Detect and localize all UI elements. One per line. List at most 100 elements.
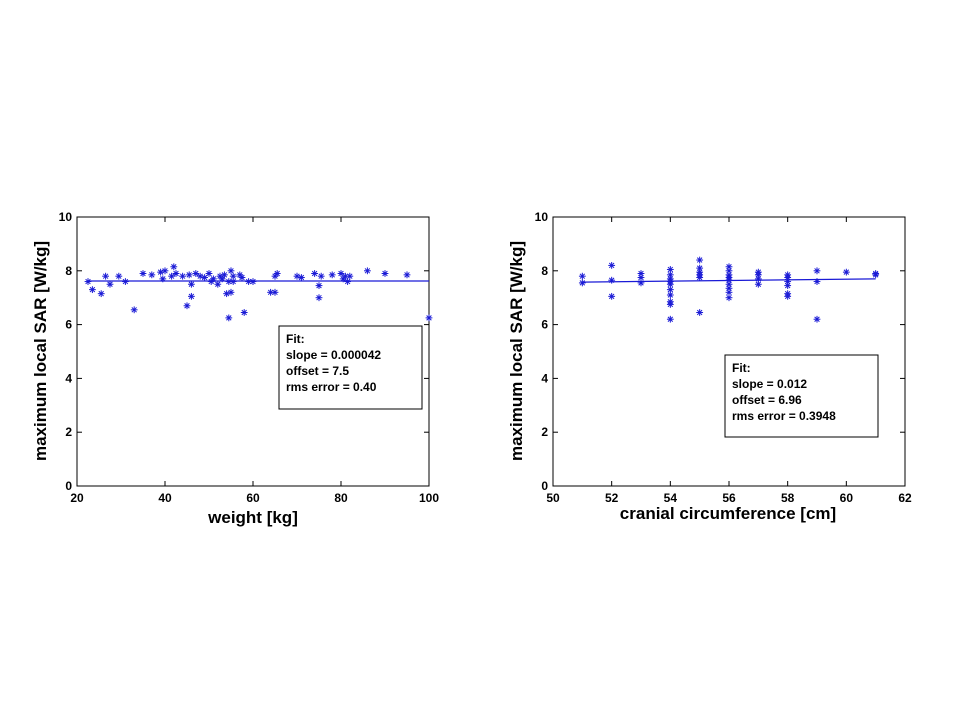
left-data-point — [130, 306, 138, 314]
right-x-tick-label: 62 — [898, 491, 912, 505]
left-data-point — [170, 263, 178, 271]
right-data-point — [637, 274, 645, 281]
right-x-tick-label: 60 — [840, 491, 854, 505]
right-data-point — [813, 278, 821, 285]
right-data-point — [578, 279, 586, 287]
left-y-tick-label: 10 — [59, 210, 73, 224]
right-y-tick-label: 8 — [541, 264, 548, 278]
left-fit-slope: slope = 0.000042 — [286, 348, 381, 362]
right-data-point — [725, 267, 733, 275]
left-data-point — [227, 267, 235, 275]
left-y-tick-label: 6 — [65, 318, 72, 332]
right-marks: 50 52 54 56 58 60 62 0 2 4 6 8 10 — [535, 210, 912, 505]
right-plot-area — [552, 216, 906, 487]
right-fit-slope: slope = 0.012 — [732, 377, 807, 391]
right-data-point — [608, 292, 616, 300]
left-x-tick-label: 40 — [158, 491, 172, 505]
left-data-point — [221, 271, 228, 279]
right-data-point — [725, 284, 733, 292]
left-data-point — [403, 271, 411, 279]
left-data-point — [183, 302, 191, 310]
right-data-point — [813, 267, 821, 275]
left-data-point — [346, 272, 354, 280]
left-data-point — [102, 272, 109, 280]
left-data-point — [273, 270, 281, 277]
left-data-point — [298, 274, 305, 281]
left-fit-box-frame — [278, 325, 423, 410]
right-data-point — [608, 262, 616, 269]
right-data-point — [578, 272, 586, 280]
right-data-point — [696, 274, 704, 281]
left-data-point — [317, 272, 325, 280]
right-data-point — [784, 292, 792, 300]
left-data-point — [293, 272, 301, 280]
right-data-point — [725, 294, 733, 302]
left-data-point — [139, 270, 147, 277]
left-y-tick-label: 2 — [65, 425, 72, 439]
left-data-point — [364, 267, 371, 275]
right-y-axis-title: maximum local SAR [W/kg] — [507, 241, 526, 461]
left-data-point — [122, 278, 129, 285]
left-data-point — [425, 314, 433, 322]
right-data-point — [608, 276, 616, 284]
left-data-point — [159, 275, 167, 283]
right-fit-title: Fit: — [732, 361, 751, 375]
left-data-point — [238, 274, 246, 281]
left-data-point — [205, 270, 213, 277]
left-data-point — [337, 270, 345, 277]
left-data-point — [315, 282, 323, 289]
right-data-point — [666, 286, 674, 294]
left-y-tick-label: 4 — [65, 371, 72, 385]
left-data-point — [97, 290, 105, 298]
left-data-point — [227, 288, 235, 296]
right-y-tick-label: 10 — [535, 210, 549, 224]
right-x-axis-title: cranial circumference [cm] — [620, 504, 836, 523]
right-fit-box: Fit: slope = 0.012 offset = 6.96 rms err… — [724, 354, 879, 438]
right-data-point — [754, 280, 762, 288]
left-data-point — [179, 272, 186, 280]
left-data-point — [161, 267, 169, 275]
right-fit-rms: rms error = 0.3948 — [732, 409, 836, 423]
left-data-point — [311, 270, 318, 277]
right-chart: 50 52 54 56 58 60 62 0 2 4 6 8 10 cranial circumfere… — [507, 210, 912, 523]
left-y-axis-title: maximum local SAR [W/kg] — [31, 241, 50, 461]
left-data-point — [89, 286, 96, 294]
right-x-tick-label: 54 — [664, 491, 678, 505]
left-data-point — [229, 272, 237, 280]
left-data-point — [148, 271, 156, 279]
left-data-point — [225, 278, 233, 285]
left-data-point — [188, 292, 195, 300]
right-data-point — [666, 315, 674, 323]
left-data-point — [185, 271, 193, 279]
left-x-tick-label: 20 — [70, 491, 84, 505]
left-x-tick-label: 80 — [334, 491, 348, 505]
left-data-point — [344, 278, 351, 285]
right-y-tick-label: 0 — [541, 479, 548, 493]
left-y-tick-label: 0 — [65, 479, 72, 493]
left-data-point — [84, 278, 92, 285]
left-data-point — [315, 294, 323, 302]
left-data-point — [225, 314, 233, 322]
left-x-axis-title: weight [kg] — [207, 508, 298, 527]
left-fit-offset: offset = 7.5 — [286, 364, 349, 378]
left-data-point — [229, 278, 237, 285]
right-x-tick-label: 50 — [546, 491, 560, 505]
left-fit-box: Fit: slope = 0.000042 offset = 7.5 rms e… — [278, 325, 423, 410]
right-x-tick-label: 58 — [781, 491, 795, 505]
left-data-point — [249, 278, 257, 285]
left-x-tick-label: 100 — [419, 491, 439, 505]
right-data-point — [813, 315, 821, 323]
left-data-point — [172, 270, 180, 277]
left-fit-title: Fit: — [286, 332, 305, 346]
left-x-tick-label: 60 — [246, 491, 260, 505]
left-data-point — [381, 270, 389, 277]
left-data-point — [115, 272, 123, 280]
right-fit-box-frame — [724, 354, 879, 438]
right-data-point — [696, 256, 704, 264]
left-data-point — [240, 309, 248, 316]
right-data-point — [637, 279, 645, 287]
right-data-point — [666, 301, 674, 308]
left-data-point — [210, 275, 217, 283]
right-data-point — [666, 291, 674, 299]
